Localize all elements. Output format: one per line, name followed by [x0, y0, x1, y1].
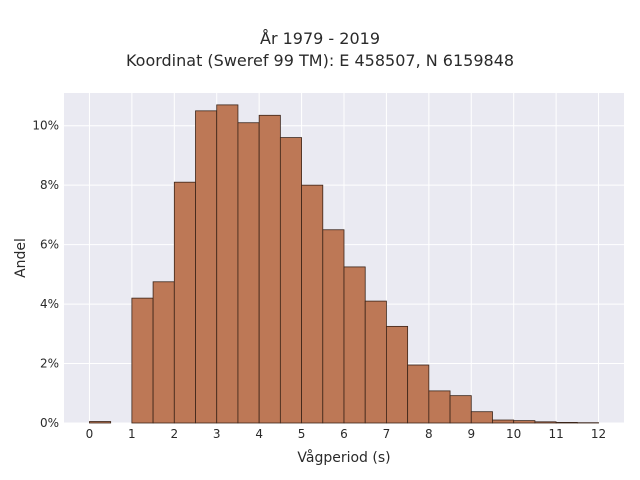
histogram-bar — [449, 395, 472, 424]
x-tick-label: 2 — [170, 427, 178, 441]
histogram-bar — [555, 422, 578, 424]
x-tick-label: 6 — [340, 427, 348, 441]
histogram-bar — [322, 229, 345, 424]
y-tick-label: 6% — [40, 238, 59, 252]
y-tick-label: 10% — [32, 119, 59, 133]
y-axis-label: Andel — [13, 238, 29, 278]
x-tick-label: 12 — [591, 427, 606, 441]
histogram-bar — [258, 114, 281, 424]
histogram-bar — [301, 184, 324, 424]
x-tick-label: 7 — [383, 427, 391, 441]
x-tick-label: 1 — [128, 427, 136, 441]
chart-title-line-1: År 1979 - 2019 — [260, 29, 380, 48]
x-tick-label: 10 — [506, 427, 521, 441]
histogram-bar — [428, 390, 451, 424]
y-tick-label: 8% — [40, 178, 59, 192]
x-tick-label: 0 — [86, 427, 94, 441]
histogram-bar — [513, 420, 536, 424]
histogram-bar — [534, 421, 557, 424]
histogram-bar — [492, 419, 515, 424]
histogram-bar — [152, 281, 175, 424]
histogram-bar — [173, 181, 196, 424]
histogram-bar — [407, 364, 430, 424]
histogram-bar — [195, 110, 218, 424]
histogram-bar — [216, 104, 239, 424]
y-tick-label: 2% — [40, 357, 59, 371]
x-tick-label: 5 — [298, 427, 306, 441]
histogram-bar — [237, 122, 260, 424]
bars — [89, 104, 599, 424]
x-tick-label: 3 — [213, 427, 221, 441]
histogram-bar — [279, 137, 302, 424]
x-tick-label: 11 — [548, 427, 563, 441]
x-tick-label: 8 — [425, 427, 433, 441]
chart-title-line-2: Koordinat (Sweref 99 TM): E 458507, N 61… — [125, 51, 515, 70]
histogram-bar — [131, 297, 154, 424]
x-tick-label: 4 — [255, 427, 263, 441]
y-tick-label: 0% — [40, 416, 59, 430]
tick-labels: 0 1 2 3 4 5 6 7 8 9 10 11 120%2%4%6%8%10% — [32, 119, 606, 441]
histogram-bar — [386, 325, 409, 424]
histogram-bar — [343, 266, 366, 424]
histogram-bar — [470, 411, 493, 424]
x-axis-label: Vågperiod (s) — [297, 449, 390, 466]
histogram-bar — [89, 421, 112, 424]
histogram-bar — [364, 300, 387, 424]
x-tick-label: 9 — [467, 427, 475, 441]
y-tick-label: 4% — [40, 297, 59, 311]
